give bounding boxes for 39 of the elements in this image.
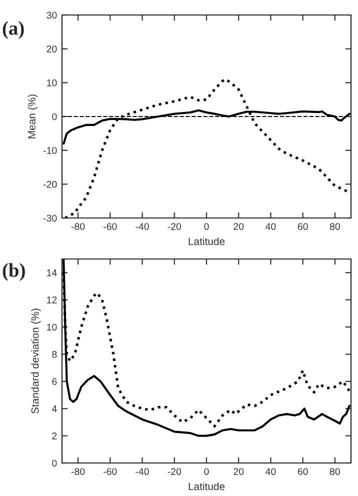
y-tick-label: -10	[44, 147, 57, 154]
y-tick-label: -20	[44, 180, 57, 188]
y-tick-label: 10	[47, 79, 57, 86]
y-tick-label: 30	[46, 12, 57, 19]
x-tick-label: 80	[330, 468, 340, 475]
x-tick-label: 0	[204, 223, 209, 230]
x-tick-label: -80	[71, 223, 85, 230]
x-tick-label: -60	[104, 468, 117, 475]
y-tick-label: 0	[52, 460, 57, 467]
x-tick-label: -80	[71, 468, 85, 475]
x-tick-label: -40	[136, 468, 149, 475]
text: (a)	[2, 21, 24, 39]
y-axis-title: Standard deviation (%)	[31, 308, 41, 414]
y-axis-title: Mean (%)	[28, 94, 38, 138]
x-axis-title: Latitude	[188, 237, 225, 246]
x-tick-label: -20	[168, 223, 182, 230]
x-tick-label: -20	[168, 468, 182, 475]
y-tick-label: 12	[47, 296, 57, 304]
x-tick-label: 20	[234, 468, 244, 475]
y-tick-label: 14	[47, 269, 57, 276]
y-tick-label: 4	[52, 405, 57, 412]
y-tick-label: 6	[52, 378, 57, 386]
text: (b)	[2, 263, 25, 281]
x-tick-label: 60	[298, 223, 308, 230]
x-axis-title: Latitude	[188, 482, 225, 490]
x-tick-label: 20	[234, 223, 244, 230]
y-tick-label: 0	[52, 113, 57, 120]
x-tick-label: 80	[330, 223, 340, 230]
x-tick-label: -40	[136, 223, 149, 230]
y-tick-label: 10	[47, 324, 57, 331]
y-tick-label: 8	[52, 350, 57, 358]
x-tick-label: 0	[204, 468, 209, 475]
x-tick-label: 60	[298, 468, 308, 475]
y-tick-label: 20	[46, 46, 57, 52]
y-tick-label: 2	[52, 432, 57, 440]
x-tick-label: 40	[266, 223, 276, 230]
y-tick-label: -30	[44, 214, 57, 222]
x-tick-label: -60	[104, 223, 117, 230]
x-tick-label: 40	[266, 468, 276, 475]
